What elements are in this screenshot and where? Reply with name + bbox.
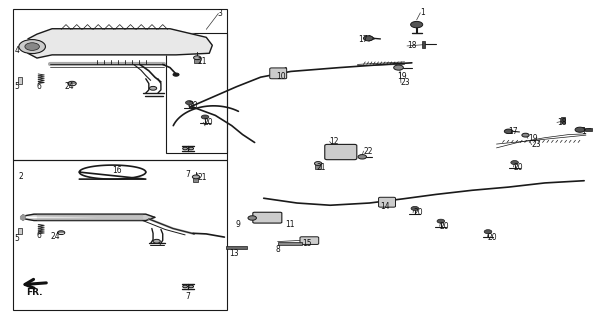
Text: 6: 6 bbox=[37, 82, 42, 91]
Circle shape bbox=[153, 239, 161, 243]
Polygon shape bbox=[21, 215, 25, 220]
Circle shape bbox=[182, 285, 187, 288]
Circle shape bbox=[411, 21, 423, 28]
FancyBboxPatch shape bbox=[270, 68, 287, 79]
Bar bbox=[315, 164, 321, 169]
Circle shape bbox=[193, 56, 201, 60]
Circle shape bbox=[188, 147, 193, 150]
Text: 4: 4 bbox=[15, 45, 19, 55]
Text: 3: 3 bbox=[217, 9, 222, 18]
Circle shape bbox=[25, 43, 39, 50]
Text: 17: 17 bbox=[508, 127, 518, 136]
Circle shape bbox=[575, 127, 585, 132]
FancyBboxPatch shape bbox=[379, 197, 396, 207]
Text: 6: 6 bbox=[37, 231, 42, 240]
Text: 2: 2 bbox=[19, 172, 24, 181]
Bar bbox=[193, 178, 198, 182]
Text: 17: 17 bbox=[359, 35, 368, 44]
Bar bbox=[166, 33, 227, 153]
Text: 18: 18 bbox=[557, 118, 567, 127]
Text: 20: 20 bbox=[513, 163, 523, 172]
Bar bbox=[18, 228, 22, 234]
Bar bbox=[278, 242, 302, 245]
Polygon shape bbox=[25, 214, 155, 220]
Bar bbox=[561, 117, 565, 123]
Text: 20: 20 bbox=[413, 208, 422, 217]
Text: 18: 18 bbox=[407, 41, 416, 51]
Text: 23: 23 bbox=[401, 78, 411, 87]
Circle shape bbox=[19, 40, 45, 53]
Text: 9: 9 bbox=[235, 220, 240, 229]
Circle shape bbox=[192, 175, 199, 179]
Text: 20: 20 bbox=[487, 233, 497, 242]
Bar bbox=[422, 41, 425, 48]
Circle shape bbox=[358, 155, 367, 159]
Text: 20: 20 bbox=[188, 101, 198, 110]
Circle shape bbox=[248, 216, 256, 220]
Circle shape bbox=[182, 147, 187, 150]
Text: 5: 5 bbox=[15, 82, 19, 91]
Text: 19: 19 bbox=[528, 134, 538, 143]
Circle shape bbox=[185, 101, 193, 105]
Text: 1: 1 bbox=[421, 8, 425, 17]
FancyBboxPatch shape bbox=[253, 212, 282, 223]
Circle shape bbox=[68, 81, 76, 86]
Text: 21: 21 bbox=[198, 57, 207, 66]
Circle shape bbox=[58, 231, 65, 235]
Circle shape bbox=[201, 115, 209, 119]
Circle shape bbox=[150, 86, 157, 90]
Text: 23: 23 bbox=[531, 140, 541, 149]
Text: FR.: FR. bbox=[26, 288, 43, 297]
Text: 12: 12 bbox=[330, 137, 339, 146]
Text: 5: 5 bbox=[15, 234, 19, 243]
Text: 24: 24 bbox=[64, 82, 74, 91]
Bar bbox=[18, 77, 22, 84]
Bar bbox=[194, 59, 199, 63]
Text: 21: 21 bbox=[198, 173, 207, 182]
Text: 1: 1 bbox=[581, 127, 586, 136]
Circle shape bbox=[484, 230, 492, 234]
Circle shape bbox=[315, 162, 322, 165]
Text: 21: 21 bbox=[316, 163, 326, 172]
Circle shape bbox=[394, 65, 404, 70]
Text: 22: 22 bbox=[364, 147, 373, 156]
Text: 11: 11 bbox=[285, 220, 295, 229]
Text: 13: 13 bbox=[229, 249, 239, 258]
Polygon shape bbox=[28, 29, 212, 58]
Text: 15: 15 bbox=[302, 239, 311, 248]
Circle shape bbox=[437, 219, 445, 223]
FancyBboxPatch shape bbox=[300, 237, 319, 244]
Text: 20: 20 bbox=[203, 118, 213, 127]
Bar bbox=[13, 160, 227, 310]
Circle shape bbox=[173, 73, 179, 76]
Bar bbox=[585, 128, 592, 131]
Text: 7: 7 bbox=[185, 170, 190, 179]
Text: 16: 16 bbox=[113, 166, 122, 175]
Text: 14: 14 bbox=[381, 202, 390, 211]
Text: 10: 10 bbox=[276, 72, 285, 81]
Circle shape bbox=[522, 133, 529, 137]
FancyBboxPatch shape bbox=[325, 144, 357, 160]
Text: 24: 24 bbox=[50, 232, 60, 241]
Text: 19: 19 bbox=[397, 72, 407, 81]
Circle shape bbox=[511, 161, 518, 164]
Bar bbox=[13, 9, 227, 160]
Text: 7: 7 bbox=[185, 292, 190, 301]
Circle shape bbox=[188, 285, 193, 288]
Circle shape bbox=[411, 206, 419, 211]
Circle shape bbox=[504, 129, 513, 133]
Text: 8: 8 bbox=[276, 245, 281, 254]
Bar bbox=[226, 246, 247, 249]
Circle shape bbox=[364, 36, 373, 41]
Text: 20: 20 bbox=[439, 222, 449, 231]
